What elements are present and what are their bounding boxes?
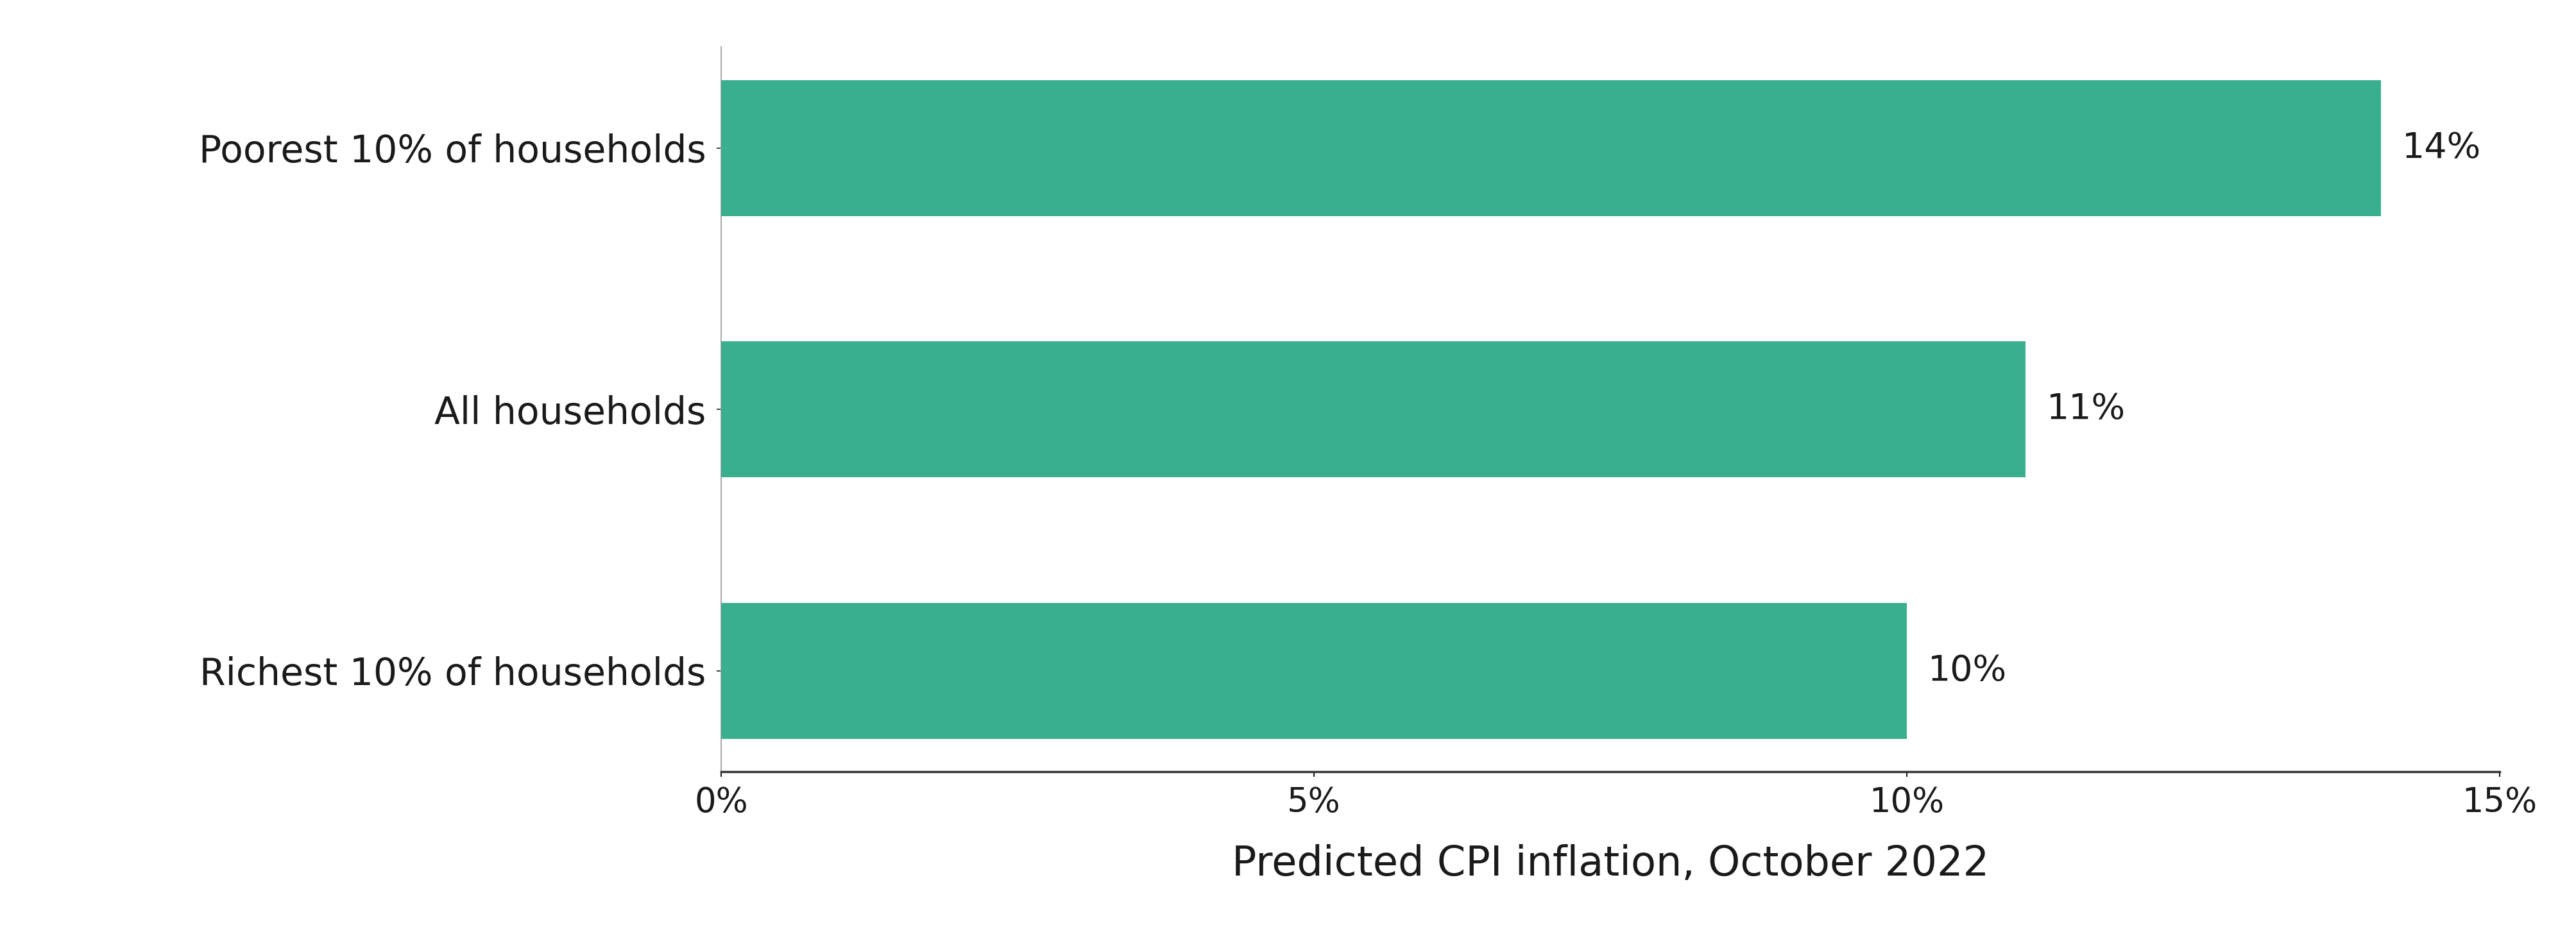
Text: 10%: 10% xyxy=(1927,653,2007,688)
Bar xyxy=(721,342,2025,477)
Text: 14%: 14% xyxy=(2401,131,2481,166)
Bar xyxy=(721,603,1906,739)
Text: 11%: 11% xyxy=(2045,392,2125,426)
Bar xyxy=(721,80,2380,215)
X-axis label: Predicted CPI inflation, October 2022: Predicted CPI inflation, October 2022 xyxy=(1231,844,1989,884)
